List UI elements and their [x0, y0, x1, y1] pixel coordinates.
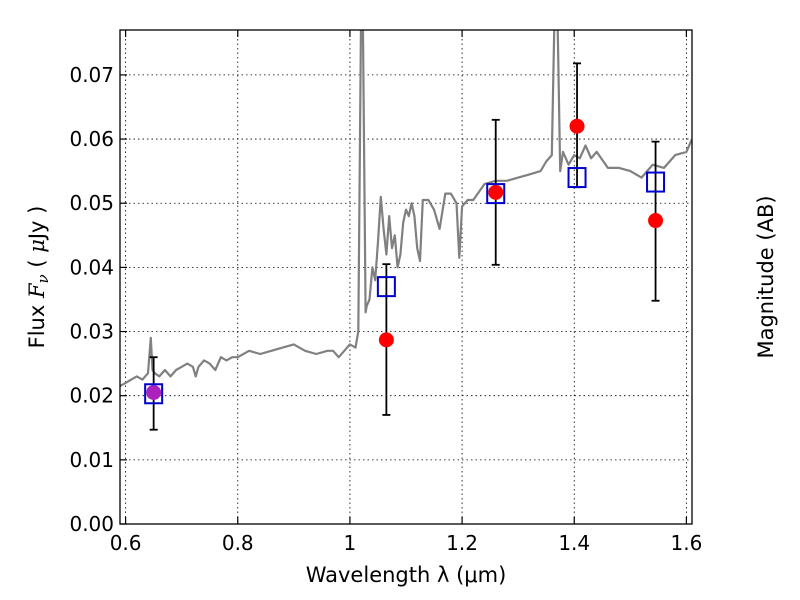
y-axis-label-prefix: Flux	[25, 298, 49, 348]
x-tick-label: 0.6	[110, 531, 142, 555]
y-axis-label-symbol: F	[25, 282, 49, 299]
x-axis-label: Wavelength λ (μm)	[306, 563, 507, 587]
y-tick-label: 0.05	[69, 191, 114, 215]
observed-point	[569, 118, 585, 134]
y-tick-label: 0.01	[69, 448, 114, 472]
model-photometry-square	[486, 183, 506, 205]
errorbar-layer	[149, 62, 660, 431]
y-axis-label-unit-open: (	[25, 253, 49, 275]
model-spectrum-layer	[120, 30, 692, 388]
x-tick-label: 1.4	[558, 531, 590, 555]
y-axis-label-unit-rest: Jy )	[25, 206, 49, 242]
y-tick-label: 0.03	[69, 320, 114, 344]
model-photometry-square	[567, 167, 587, 189]
observed-point	[146, 384, 162, 400]
x-tick-label: 1.2	[446, 531, 478, 555]
model-photometry-layer	[144, 167, 666, 405]
observed-point	[488, 184, 504, 200]
model-photometry-square	[646, 171, 666, 193]
y-axis-label-unit-mu: μ	[25, 239, 49, 253]
model-spectrum-line	[120, 30, 692, 388]
x-tick-label: 0.8	[222, 531, 254, 555]
y-axis-label-subscript: ν	[34, 274, 52, 283]
x-axis-ticks: 0.6 0.8 1 1.2 1.4 1.6	[110, 30, 702, 555]
y-tick-label: 0.06	[69, 127, 114, 151]
x-tick-label: 1.6	[670, 531, 702, 555]
y-tick-label: 0.04	[69, 255, 114, 279]
x-tick-label: 1	[344, 531, 357, 555]
y-axis-ticks: 0.00 0.01 0.02 0.03 0.04 0.05 0.06 0.07	[69, 63, 127, 536]
y-axis-label: Flux Fν ( μJy )	[25, 206, 52, 349]
y-tick-label: 0.07	[69, 63, 114, 87]
observed-point	[378, 332, 394, 348]
magnitude-axis-label: Magnitude (AB)	[754, 195, 778, 358]
y-tick-label: 0.02	[69, 384, 114, 408]
model-photometry-square	[376, 276, 396, 298]
plot-frame	[119, 29, 693, 525]
observed-point	[648, 213, 664, 229]
y-tick-label: 0.00	[69, 512, 114, 536]
grid	[120, 30, 692, 525]
observed-points-layer	[146, 118, 664, 400]
model-photometry-square	[144, 383, 164, 405]
